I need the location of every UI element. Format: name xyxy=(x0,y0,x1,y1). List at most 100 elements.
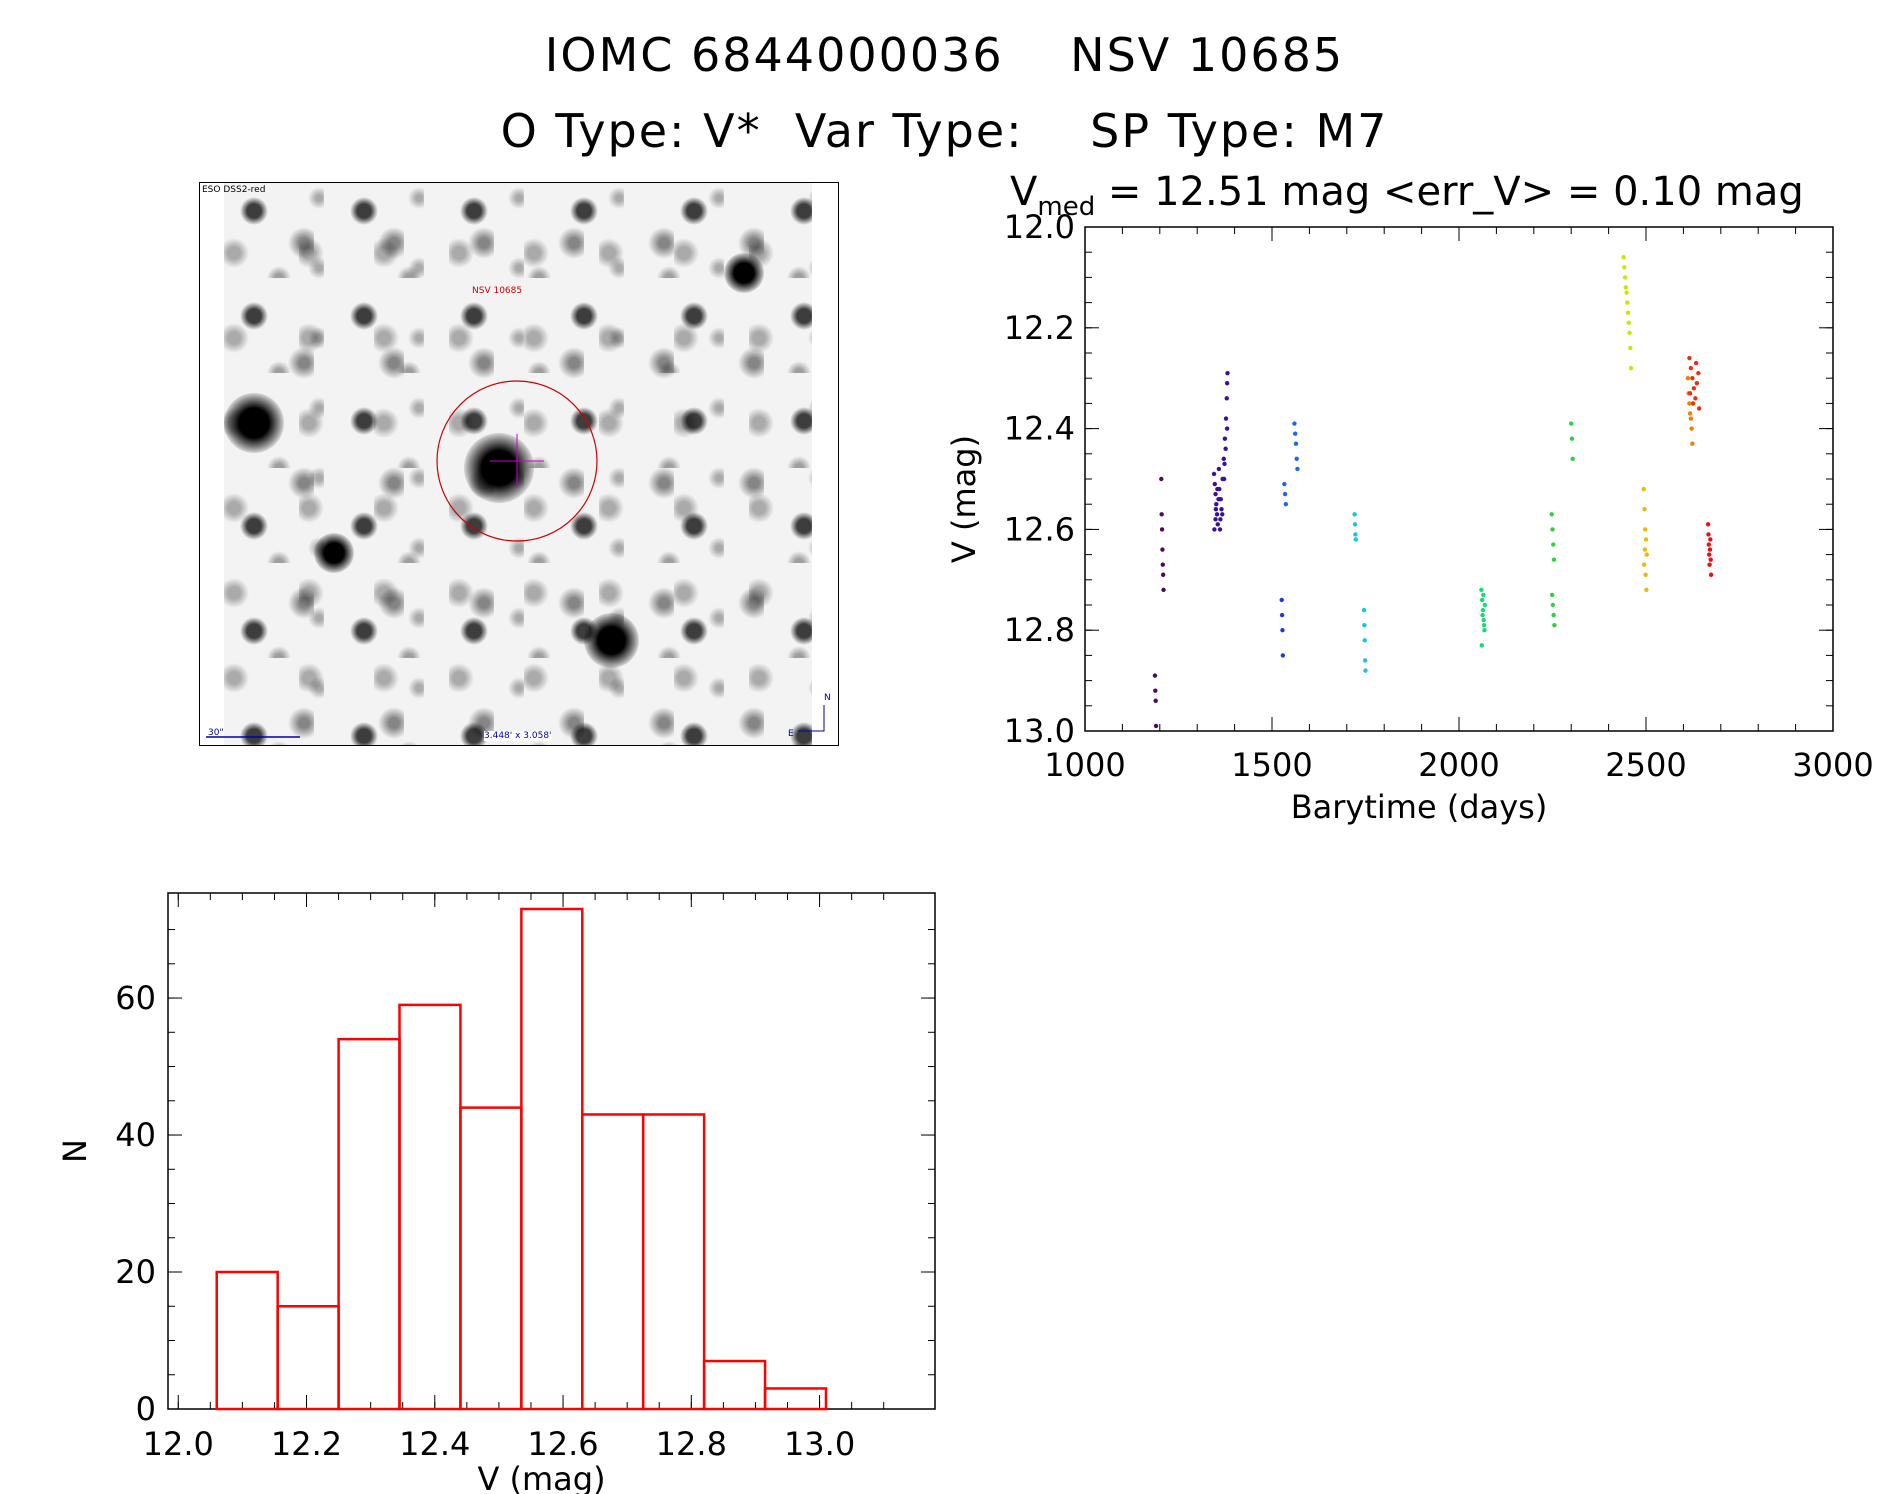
y-tick-label: 13.0 xyxy=(1004,712,1075,750)
data-point xyxy=(1479,587,1484,593)
data-point xyxy=(1283,502,1289,507)
data-point xyxy=(1622,275,1628,280)
data-point xyxy=(1624,290,1629,295)
data-point xyxy=(1551,612,1556,618)
light-curve-plot: 1000 1500 2000 2500 3000 12.0 12.2 12.4 12.6 12.8… xyxy=(945,208,1874,826)
data-point xyxy=(1625,310,1631,315)
data-point xyxy=(1694,381,1700,386)
data-point xyxy=(1159,512,1164,517)
data-point xyxy=(1217,527,1223,532)
x-tick-label: 12.6 xyxy=(527,1425,598,1463)
data-point xyxy=(1708,557,1713,562)
data-point xyxy=(1480,612,1485,618)
data-point xyxy=(1687,401,1692,406)
data-point xyxy=(1224,426,1230,431)
x-tick-label: 12.0 xyxy=(143,1425,214,1463)
data-point xyxy=(1549,592,1555,598)
east-label: E xyxy=(788,729,794,739)
data-point xyxy=(1708,537,1713,542)
x-tick-label: 12.4 xyxy=(399,1425,470,1463)
data-point xyxy=(1705,522,1711,527)
data-point xyxy=(1160,572,1166,577)
data-point xyxy=(1625,300,1630,305)
data-point xyxy=(1352,512,1357,517)
plot-frame xyxy=(167,892,936,1410)
data-point xyxy=(1224,381,1230,386)
star-blob xyxy=(314,533,354,573)
data-point xyxy=(1225,370,1230,376)
data-point xyxy=(1628,345,1633,351)
x-axis-label: Barytime (days) xyxy=(1291,788,1548,826)
data-point xyxy=(1222,461,1227,467)
data-point xyxy=(1626,320,1631,325)
data-point xyxy=(1481,617,1486,623)
data-point xyxy=(1213,491,1218,497)
histogram-bar xyxy=(276,1305,340,1411)
target-star-blob xyxy=(464,433,534,503)
data-point xyxy=(1707,562,1712,567)
data-point xyxy=(1644,552,1649,557)
data-point xyxy=(1292,421,1297,426)
data-point xyxy=(1292,431,1298,436)
data-point xyxy=(1641,562,1647,567)
data-point xyxy=(1218,496,1223,502)
y-tick-label: 60 xyxy=(115,979,156,1017)
data-point xyxy=(1362,622,1367,628)
data-point xyxy=(1550,602,1556,608)
histogram-bar xyxy=(702,1359,767,1411)
data-point xyxy=(1641,486,1646,492)
finder-overlay xyxy=(206,380,825,738)
data-point xyxy=(1690,376,1695,381)
x-tick-label: 13.0 xyxy=(784,1425,855,1463)
data-point xyxy=(1643,527,1648,532)
data-point xyxy=(1642,547,1648,552)
sky-image xyxy=(224,183,812,745)
histogram-bar xyxy=(520,907,584,1411)
data-point xyxy=(1215,486,1220,492)
data-point xyxy=(1693,360,1699,366)
data-point xyxy=(1214,502,1219,507)
y-tick-label: 12.4 xyxy=(1004,410,1075,448)
y-tick-label: 12.2 xyxy=(1004,309,1075,347)
star-blob xyxy=(724,253,764,293)
data-point xyxy=(1212,527,1217,532)
data-point xyxy=(1353,537,1358,542)
data-point xyxy=(1282,491,1288,497)
data-point xyxy=(1482,602,1488,608)
y-tick-label: 20 xyxy=(115,1253,156,1291)
data-point xyxy=(1479,643,1485,648)
histogram-bar xyxy=(337,1037,401,1411)
data-point xyxy=(1479,597,1485,603)
data-point xyxy=(1219,507,1224,512)
target-label: NSV 10685 xyxy=(472,286,523,296)
survey-label: ESO DSS2-red xyxy=(202,185,266,195)
data-point xyxy=(1693,396,1698,401)
data-point xyxy=(1159,476,1164,482)
data-point xyxy=(1690,401,1696,406)
data-point xyxy=(1706,532,1711,537)
x-tick-label: 2000 xyxy=(1418,746,1499,784)
data-point xyxy=(1643,537,1649,542)
data-point xyxy=(1220,512,1225,517)
data-point xyxy=(1708,572,1714,577)
y-tick-label: 12.0 xyxy=(1004,208,1075,246)
data-point xyxy=(1707,547,1713,552)
data-point xyxy=(1221,476,1227,482)
x-tick-label: 1000 xyxy=(1044,746,1125,784)
data-point xyxy=(1215,522,1220,527)
data-point xyxy=(1569,436,1575,441)
data-point xyxy=(1160,562,1165,567)
data-point xyxy=(1696,406,1702,411)
star-blob xyxy=(584,613,639,668)
data-point xyxy=(1216,466,1222,472)
scale-bar-label: 30" xyxy=(208,728,224,738)
data-point xyxy=(1689,426,1694,431)
x-tick-label: 2500 xyxy=(1605,746,1686,784)
data-point xyxy=(1279,597,1284,603)
north-label: N xyxy=(824,693,831,703)
histogram-bar xyxy=(398,1003,462,1411)
data-point xyxy=(1481,592,1486,598)
data-point xyxy=(1482,628,1487,633)
star-blob xyxy=(224,393,284,453)
data-point xyxy=(1223,416,1229,421)
